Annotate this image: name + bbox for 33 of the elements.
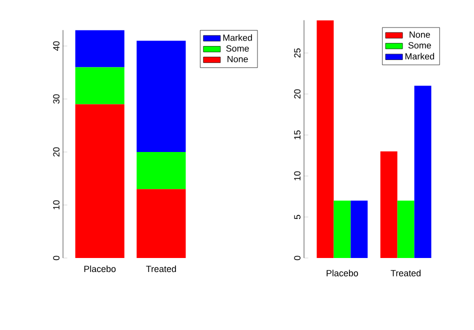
y-tick-label: 5 (294, 214, 300, 220)
y-tick-label: 30 (53, 94, 60, 104)
y-tick-label: 10 (294, 171, 300, 180)
y-tick-label: 10 (53, 200, 60, 210)
bar (136, 40, 186, 152)
x-tick-label: Placebo (326, 270, 358, 276)
bar (75, 30, 124, 68)
legend-label: Marked (405, 52, 434, 60)
y-tick-label: 20 (294, 89, 300, 99)
bar (397, 200, 414, 258)
bar (75, 104, 124, 258)
legend-label: Some (226, 45, 249, 52)
legend-label: Marked (223, 34, 252, 41)
x-tick-label: Treated (146, 266, 176, 272)
bar (414, 86, 432, 258)
x-tick-label: Treated (390, 270, 421, 276)
y-tick-label: 40 (53, 41, 60, 51)
bar (136, 152, 186, 190)
y-tick-label: 25 (294, 48, 300, 58)
x-tick-label: Placebo (84, 266, 116, 272)
bar (380, 151, 398, 258)
legend-label: None (410, 32, 430, 38)
bar (350, 200, 368, 258)
legend-label: Some (408, 42, 431, 49)
y-tick-label: 0 (53, 256, 60, 260)
bar (75, 67, 124, 104)
bar (334, 200, 351, 258)
bar (136, 189, 186, 258)
bar (316, 20, 334, 258)
y-tick-label: 15 (294, 130, 300, 140)
y-tick-label: 20 (53, 147, 60, 157)
text: None (228, 56, 248, 62)
y-tick-label: 0 (294, 256, 300, 260)
